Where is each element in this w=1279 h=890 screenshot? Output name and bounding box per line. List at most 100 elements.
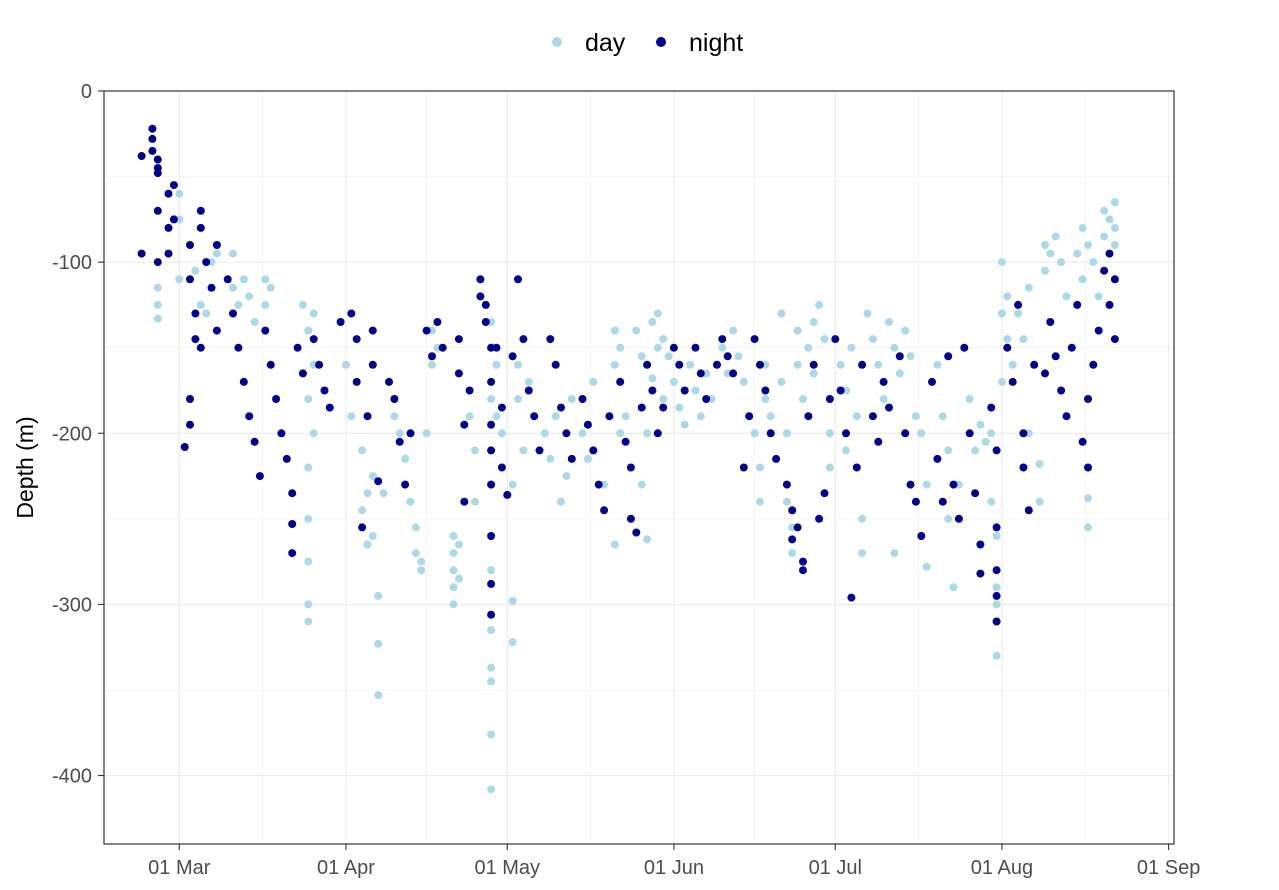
point-day	[578, 429, 587, 438]
point-night	[1030, 360, 1039, 369]
point-day	[632, 326, 641, 335]
point-night	[352, 335, 361, 344]
point-night	[788, 535, 797, 544]
point-night	[831, 335, 840, 344]
point-night	[368, 326, 377, 335]
point-night	[976, 540, 985, 549]
point-day	[669, 377, 678, 386]
point-day	[304, 514, 313, 523]
point-night	[648, 386, 657, 395]
point-night	[148, 134, 157, 143]
point-night	[917, 532, 926, 540]
point-night	[320, 386, 329, 395]
point-day	[637, 352, 646, 361]
point-day	[1078, 223, 1087, 232]
point-night	[1003, 343, 1012, 352]
point-night	[1084, 463, 1092, 472]
point-night	[481, 300, 490, 309]
point-day	[1041, 266, 1049, 275]
point-night	[487, 610, 496, 619]
point-night	[836, 386, 845, 395]
point-night	[562, 429, 571, 438]
point-night	[1110, 275, 1119, 284]
point-day	[664, 352, 673, 361]
point-day	[567, 395, 576, 403]
point-night	[815, 514, 824, 523]
point-night	[739, 463, 748, 472]
point-day	[648, 374, 657, 383]
point-day	[777, 309, 786, 318]
point-night	[1094, 326, 1103, 335]
legend-key-night	[656, 37, 666, 47]
point-day	[820, 335, 829, 344]
point-day	[245, 292, 254, 301]
point-night	[1019, 463, 1028, 472]
point-night	[874, 437, 883, 446]
point-night	[901, 429, 910, 438]
point-day	[944, 446, 953, 455]
point-day	[610, 540, 619, 549]
point-day	[944, 514, 953, 523]
point-night	[1078, 437, 1087, 446]
point-day	[1089, 258, 1098, 267]
point-night	[1105, 249, 1114, 258]
point-night	[481, 318, 490, 326]
point-night	[298, 369, 307, 378]
point-night	[347, 309, 356, 318]
point-day	[487, 663, 496, 672]
point-night	[487, 480, 496, 489]
point-night	[164, 189, 173, 198]
legend-label-day: day	[585, 29, 626, 57]
point-night	[497, 463, 506, 472]
point-night	[578, 395, 587, 403]
point-night	[938, 497, 947, 506]
y-tick-label: -200	[52, 423, 92, 445]
point-day	[266, 283, 275, 292]
point-day	[487, 566, 496, 575]
point-night	[1041, 369, 1049, 378]
point-night	[385, 377, 393, 386]
point-day	[449, 600, 458, 609]
point-night	[406, 429, 415, 438]
point-day	[1035, 460, 1044, 469]
point-day	[847, 343, 856, 352]
point-night	[1105, 300, 1114, 309]
point-night	[460, 420, 469, 429]
point-day	[987, 429, 996, 438]
point-night	[454, 335, 463, 344]
point-night	[497, 403, 506, 412]
point-night	[438, 343, 447, 352]
point-day	[1014, 309, 1023, 318]
point-night	[847, 593, 856, 602]
point-night	[659, 403, 668, 412]
point-day	[471, 497, 479, 506]
point-day	[997, 309, 1006, 318]
point-night	[137, 152, 146, 160]
point-day	[551, 412, 560, 421]
point-night	[594, 480, 603, 489]
point-night	[761, 386, 770, 395]
point-night	[766, 429, 775, 438]
point-night	[212, 241, 221, 249]
point-day	[659, 395, 668, 403]
point-night	[799, 566, 807, 575]
point-day	[917, 429, 926, 438]
point-day	[809, 369, 818, 378]
point-night	[772, 454, 781, 463]
point-night	[293, 343, 302, 352]
point-night	[1089, 360, 1098, 369]
point-night	[750, 335, 759, 344]
point-night	[519, 335, 528, 344]
point-night	[632, 528, 641, 537]
point-day	[342, 360, 350, 369]
point-day	[997, 258, 1006, 267]
point-day	[863, 309, 872, 318]
point-day	[680, 420, 689, 429]
point-night	[911, 497, 920, 506]
point-night	[186, 275, 194, 284]
point-night	[272, 395, 281, 403]
point-night	[186, 420, 194, 429]
point-day	[1105, 215, 1114, 224]
point-night	[1024, 506, 1033, 515]
